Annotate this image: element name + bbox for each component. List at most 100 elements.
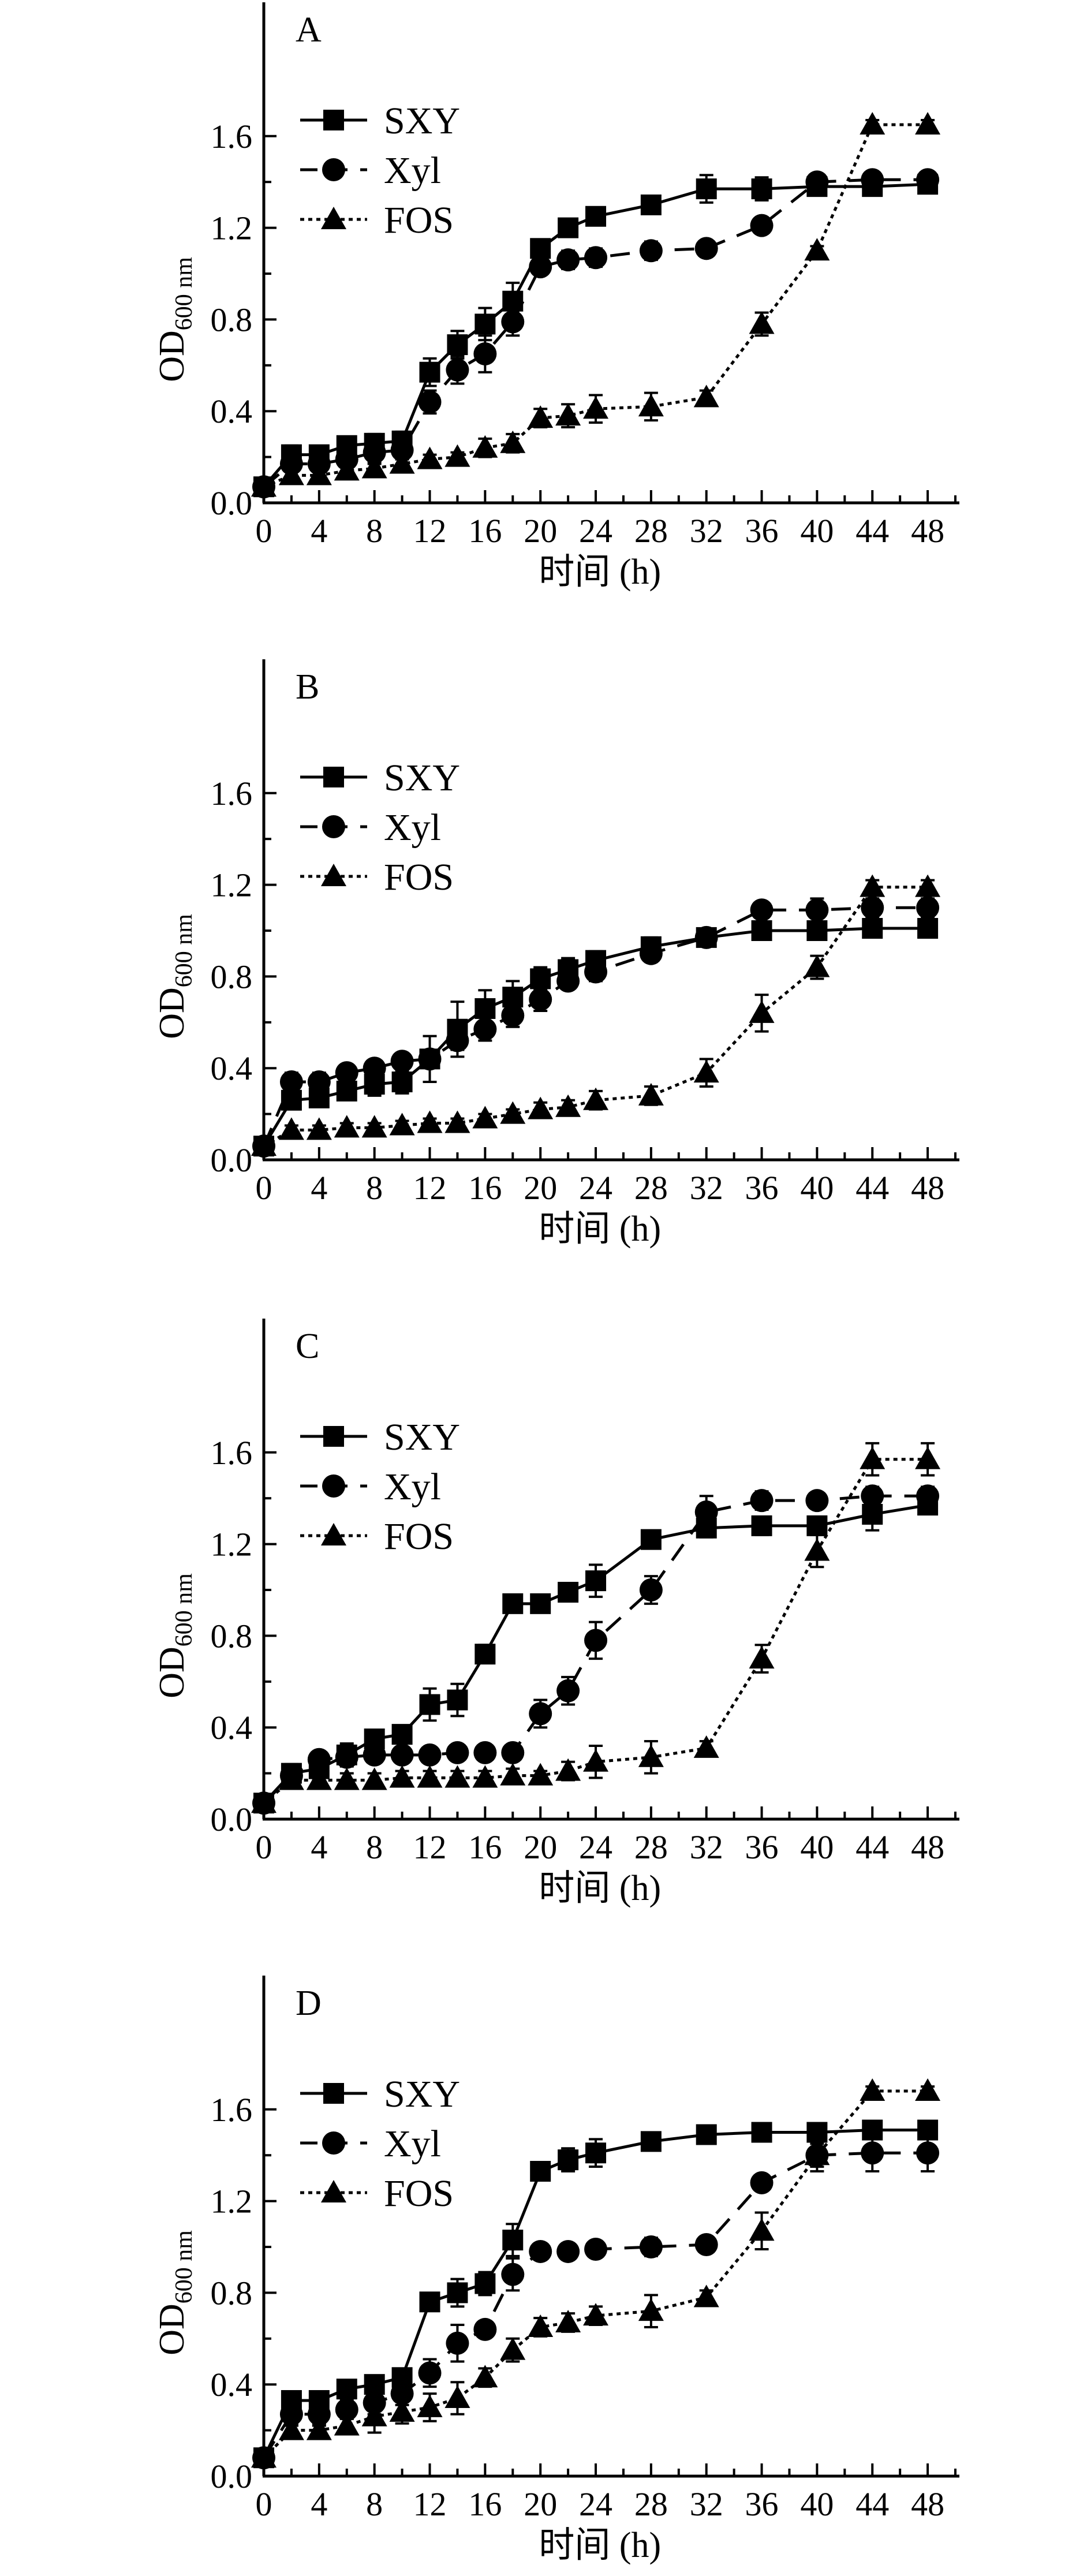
y-axis-title-main: OD	[152, 2304, 192, 2355]
y-tick-label: 1.2	[211, 210, 253, 247]
data-point	[915, 1446, 941, 1469]
data-point	[528, 405, 554, 428]
legend-marker	[323, 110, 344, 130]
data-point	[472, 1765, 498, 1788]
data-point	[804, 238, 830, 261]
data-point	[639, 942, 663, 965]
data-point	[861, 168, 884, 192]
x-tick-label: 48	[911, 1169, 944, 1207]
data-point	[638, 394, 664, 417]
data-point	[473, 1741, 497, 1764]
data-point	[500, 430, 526, 453]
data-point	[530, 968, 551, 990]
data-point	[640, 2131, 662, 2152]
legend-item-sxy: SXY	[300, 1416, 460, 1458]
data-point	[418, 1743, 442, 1767]
legend-label: SXY	[384, 2073, 460, 2115]
series-fos	[251, 874, 941, 1156]
y-tick-label: 1.6	[211, 775, 253, 812]
data-point	[751, 2122, 772, 2143]
x-tick-label: 16	[468, 1828, 502, 1866]
data-point	[446, 2331, 469, 2355]
series-xyl	[252, 896, 940, 1158]
y-axis-title-subscript: 600 nm	[171, 257, 197, 331]
y-tick-label: 1.6	[211, 1434, 253, 1472]
legend-item-xyl: Xyl	[300, 2123, 441, 2165]
data-point	[418, 390, 442, 414]
x-tick-label: 36	[745, 2485, 779, 2523]
x-tick-label: 24	[579, 1828, 612, 1866]
data-point	[391, 1072, 413, 1093]
series-line	[262, 2129, 928, 2459]
data-point	[558, 2149, 579, 2171]
data-point	[556, 1679, 580, 1703]
data-point	[556, 248, 580, 272]
data-point	[251, 1790, 277, 1813]
x-tick-label: 44	[855, 2485, 889, 2523]
series-xyl	[252, 1484, 940, 1815]
x-tick-label: 32	[690, 512, 723, 550]
x-tick-label: 32	[690, 1828, 723, 1866]
data-point	[500, 1763, 526, 1786]
data-point	[805, 898, 829, 922]
data-point	[694, 925, 718, 949]
x-axis-title: 时间 (h)	[539, 2526, 661, 2565]
data-point	[749, 311, 775, 334]
x-tick-label: 24	[579, 2485, 612, 2523]
data-point	[307, 2402, 331, 2426]
series-fos	[251, 111, 941, 497]
x-tick-label: 20	[524, 512, 557, 550]
data-point	[447, 334, 468, 356]
x-tick-label: 8	[366, 2485, 383, 2523]
data-point	[915, 111, 941, 135]
data-point	[585, 2142, 607, 2164]
data-point	[862, 918, 883, 939]
data-point	[390, 1743, 414, 1767]
data-point	[500, 2337, 526, 2360]
legend-label: SXY	[384, 757, 460, 799]
x-tick-label: 40	[800, 2485, 834, 2523]
data-point	[444, 1110, 470, 1133]
x-tick-label: 8	[366, 1169, 383, 1207]
x-axis-title: 时间 (h)	[539, 552, 661, 592]
data-point	[860, 2078, 885, 2101]
data-point	[528, 1763, 554, 1786]
x-tick-label: 16	[468, 1169, 502, 1207]
data-point	[555, 1758, 581, 1781]
y-tick-label: 0.4	[211, 1709, 253, 1746]
data-point	[528, 1096, 554, 1119]
data-point	[251, 1133, 277, 1156]
data-point	[447, 2282, 468, 2304]
data-point	[389, 451, 415, 474]
y-tick-label: 1.2	[211, 2183, 253, 2220]
series-xyl	[252, 2133, 940, 2470]
data-point	[361, 2403, 387, 2426]
data-point	[447, 1689, 468, 1711]
data-point	[529, 2239, 552, 2263]
legend: SXY Xyl FOS	[300, 100, 460, 241]
legend-item-sxy: SXY	[300, 757, 460, 799]
data-point	[584, 2237, 608, 2261]
data-point	[806, 920, 828, 941]
data-point	[389, 1765, 415, 1788]
panel-letter: A	[296, 10, 322, 50]
x-tick-label: 44	[855, 1169, 889, 1207]
data-point	[417, 1765, 443, 1788]
data-point	[419, 1694, 440, 1715]
legend-label: Xyl	[384, 2123, 441, 2165]
y-tick-label: 1.2	[211, 867, 253, 904]
data-point	[751, 1515, 772, 1536]
data-point	[334, 2413, 360, 2436]
data-point	[334, 1115, 360, 1138]
data-point	[389, 1112, 415, 1136]
x-tick-label: 28	[634, 1169, 668, 1207]
data-point	[334, 458, 360, 481]
x-tick-label: 28	[634, 512, 668, 550]
data-point	[502, 1593, 524, 1614]
data-point	[806, 1515, 828, 1536]
data-point	[472, 2365, 498, 2388]
data-point	[696, 2124, 717, 2145]
series-line	[263, 182, 928, 488]
legend-label: SXY	[384, 100, 460, 142]
x-tick-label: 28	[634, 1828, 668, 1866]
